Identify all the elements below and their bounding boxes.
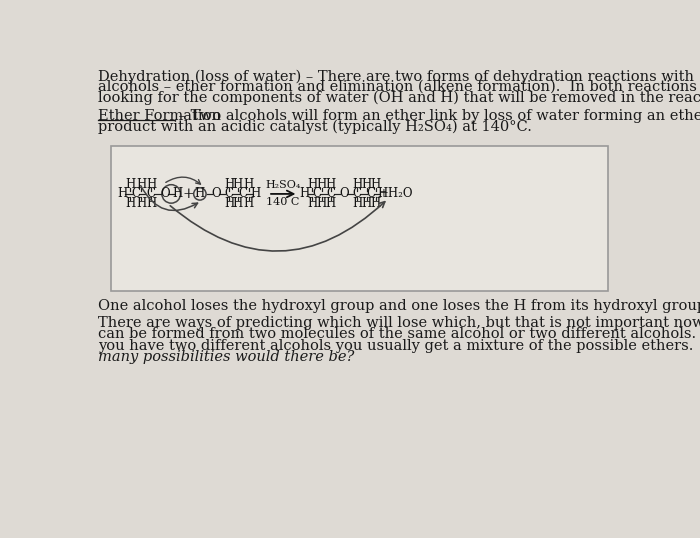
Text: looking for the components of water (OH and H) that will be removed in the react: looking for the components of water (OH …	[97, 91, 700, 105]
Text: you have two different alcohols you usually get a mixture of the possible ethers: you have two different alcohols you usua…	[97, 339, 700, 353]
Text: H: H	[326, 178, 336, 191]
Text: H: H	[195, 187, 205, 201]
Text: H: H	[136, 178, 146, 191]
Text: H: H	[316, 197, 327, 210]
Text: C: C	[367, 187, 376, 201]
Text: One alcohol loses the hydroxyl group and one loses the H from its hydroxyl group: One alcohol loses the hydroxyl group and…	[97, 299, 700, 313]
Text: C: C	[131, 187, 140, 201]
Text: H₂SO₄: H₂SO₄	[265, 180, 300, 190]
Text: H: H	[125, 178, 135, 191]
Text: H: H	[307, 197, 317, 210]
Text: H: H	[232, 197, 243, 210]
Text: many possibilities would there be?: many possibilities would there be?	[97, 350, 354, 364]
FancyArrowPatch shape	[170, 202, 385, 251]
Text: H: H	[224, 178, 234, 191]
Text: +: +	[183, 187, 194, 201]
Text: – Two alcohols will form an ether link by loss of water forming an ether: – Two alcohols will form an ether link b…	[174, 109, 700, 123]
Text: C: C	[239, 187, 248, 201]
Text: Dehydration (loss of water) – There are two forms of dehydration reactions with: Dehydration (loss of water) – There are …	[97, 69, 694, 83]
Text: H: H	[371, 197, 381, 210]
Text: H: H	[300, 187, 309, 201]
Text: can be formed from two molecules of the same alcohol or two different alcohols. : can be formed from two molecules of the …	[97, 327, 700, 341]
Text: O: O	[160, 187, 170, 201]
Text: C: C	[312, 187, 321, 201]
Text: H: H	[224, 197, 234, 210]
Text: H: H	[118, 187, 127, 201]
Text: H: H	[307, 178, 317, 191]
Text: C: C	[146, 187, 155, 201]
Text: C: C	[326, 187, 335, 201]
Text: H: H	[352, 197, 363, 210]
Text: There are ways of predicting which will lose which, but that is not important no: There are ways of predicting which will …	[97, 316, 700, 330]
Text: H: H	[125, 197, 135, 210]
Text: C: C	[353, 187, 362, 201]
Text: +H₂O: +H₂O	[379, 187, 413, 201]
Text: H: H	[136, 197, 146, 210]
Text: 140 C: 140 C	[266, 197, 300, 207]
FancyArrowPatch shape	[166, 177, 200, 184]
Text: Ether Formation: Ether Formation	[97, 109, 220, 123]
Text: H: H	[371, 178, 381, 191]
Text: H: H	[232, 178, 243, 191]
Text: H: H	[352, 178, 363, 191]
Text: H: H	[146, 178, 156, 191]
Text: H: H	[361, 197, 372, 210]
FancyArrowPatch shape	[141, 186, 197, 210]
Text: O: O	[340, 187, 349, 201]
Text: product with an acidic catalyst (typically H₂SO₄) at 140°C.: product with an acidic catalyst (typical…	[97, 120, 531, 134]
Text: O: O	[211, 187, 221, 201]
Text: H: H	[244, 178, 254, 191]
Text: alcohols – ether formation and elimination (alkene formation).  In both reaction: alcohols – ether formation and eliminati…	[97, 80, 700, 94]
Text: H: H	[361, 178, 372, 191]
Text: C: C	[225, 187, 234, 201]
Text: H: H	[244, 197, 254, 210]
Text: H: H	[316, 178, 327, 191]
Text: H: H	[326, 197, 336, 210]
Text: H: H	[378, 187, 388, 201]
Text: H: H	[146, 197, 156, 210]
Bar	[111, 146, 608, 291]
Text: H: H	[172, 187, 183, 201]
Text: H: H	[251, 187, 261, 201]
